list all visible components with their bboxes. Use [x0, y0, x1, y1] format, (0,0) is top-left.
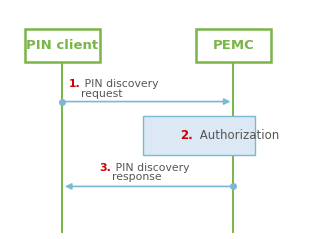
FancyBboxPatch shape [196, 29, 271, 62]
Text: PEMC: PEMC [212, 39, 254, 52]
Text: Authorization: Authorization [196, 129, 279, 142]
Text: PIN client: PIN client [26, 39, 98, 52]
Text: 3.: 3. [100, 163, 111, 173]
Text: response: response [112, 172, 162, 182]
Text: 1.: 1. [68, 79, 80, 89]
Text: PIN discovery: PIN discovery [81, 79, 158, 89]
Text: PIN discovery: PIN discovery [112, 163, 189, 173]
Text: request: request [81, 89, 122, 99]
FancyBboxPatch shape [25, 29, 100, 62]
FancyBboxPatch shape [143, 116, 255, 155]
Text: 2.: 2. [180, 129, 193, 142]
